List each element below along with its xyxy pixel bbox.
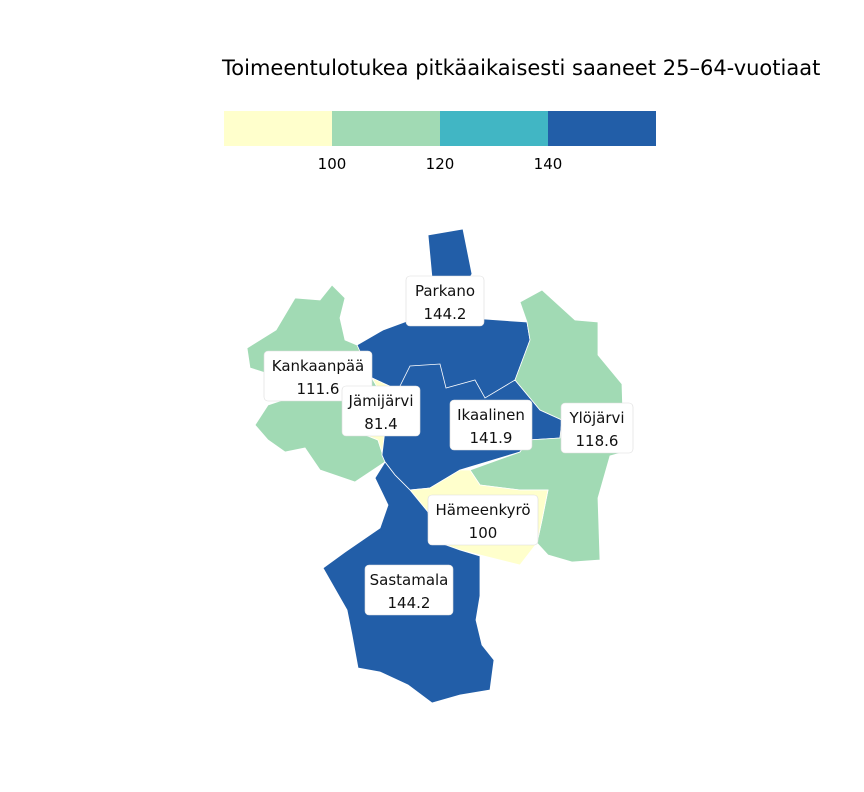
label-ylojarvi: Ylöjärvi 118.6 xyxy=(560,402,634,454)
legend-swatch-4 xyxy=(548,111,656,146)
label-hameenkyro: Hämeenkyrö 100 xyxy=(427,494,539,546)
label-ikaalinen-value: 141.9 xyxy=(470,429,513,447)
label-ikaalinen-name: Ikaalinen xyxy=(457,406,525,424)
label-ylojarvi-name: Ylöjärvi xyxy=(568,409,624,427)
label-jamijarvi: Jämijärvi 81.4 xyxy=(341,385,421,437)
label-jamijarvi-name: Jämijärvi xyxy=(348,392,414,410)
color-legend xyxy=(224,111,656,146)
label-sastamala-value: 144.2 xyxy=(388,594,431,612)
label-hameenkyro-value: 100 xyxy=(469,524,498,542)
label-ylojarvi-value: 118.6 xyxy=(576,432,619,450)
label-parkano-name: Parkano xyxy=(415,282,475,300)
legend-tick-140: 140 xyxy=(533,155,563,173)
label-ikaalinen: Ikaalinen 141.9 xyxy=(449,399,533,451)
label-parkano: Parkano 144.2 xyxy=(405,275,485,327)
label-parkano-value: 144.2 xyxy=(424,305,467,323)
map-title: Toimeentulotukea pitkäaikaisesti saaneet… xyxy=(222,56,821,80)
label-kankaanpaa-name: Kankaanpää xyxy=(272,357,365,375)
label-jamijarvi-value: 81.4 xyxy=(364,415,397,433)
label-kankaanpaa-value: 111.6 xyxy=(297,380,340,398)
label-sastamala-name: Sastamala xyxy=(370,571,449,589)
label-sastamala: Sastamala 144.2 xyxy=(364,564,454,616)
legend-tick-100: 100 xyxy=(317,155,347,173)
legend-tick-120: 120 xyxy=(425,155,455,173)
label-hameenkyro-name: Hämeenkyrö xyxy=(435,501,530,519)
legend-swatch-1 xyxy=(224,111,332,146)
legend-swatch-3 xyxy=(440,111,548,146)
legend-swatch-2 xyxy=(332,111,440,146)
